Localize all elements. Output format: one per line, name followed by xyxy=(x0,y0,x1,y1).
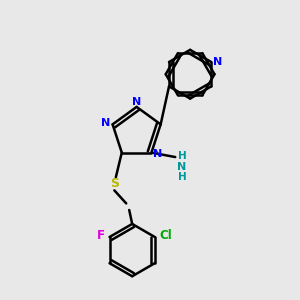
Text: F: F xyxy=(97,229,105,242)
Text: Cl: Cl xyxy=(160,229,172,242)
Text: N: N xyxy=(213,57,222,67)
Text: N: N xyxy=(153,149,162,159)
Text: N: N xyxy=(101,118,111,128)
Text: N: N xyxy=(132,97,141,106)
Text: H: H xyxy=(178,151,187,161)
Text: N: N xyxy=(178,162,187,172)
Text: H: H xyxy=(178,172,187,182)
Text: S: S xyxy=(110,177,119,190)
